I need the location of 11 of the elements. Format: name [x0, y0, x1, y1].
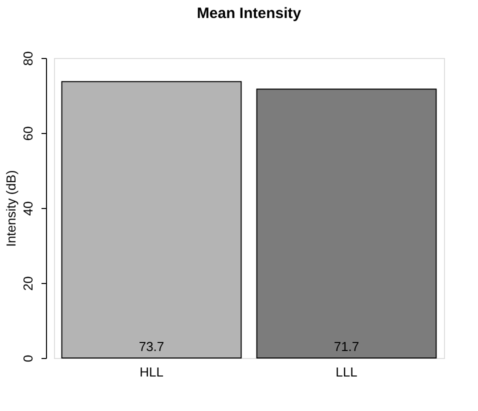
y-tick-label: 20: [20, 276, 36, 291]
data-label: 71.7: [334, 339, 360, 354]
y-tick-label: 60: [20, 126, 36, 141]
x-tick-label: HLL: [140, 364, 164, 380]
y-tick-label: 0: [20, 354, 36, 362]
x-tick-label: LLL: [336, 364, 358, 380]
chart-title: Mean Intensity: [196, 4, 302, 22]
data-label: 73.7: [138, 339, 164, 354]
y-tick-label: 80: [20, 51, 36, 66]
y-axis-title: Intensity (dB): [4, 170, 18, 247]
y-tick-label: 40: [20, 201, 36, 216]
